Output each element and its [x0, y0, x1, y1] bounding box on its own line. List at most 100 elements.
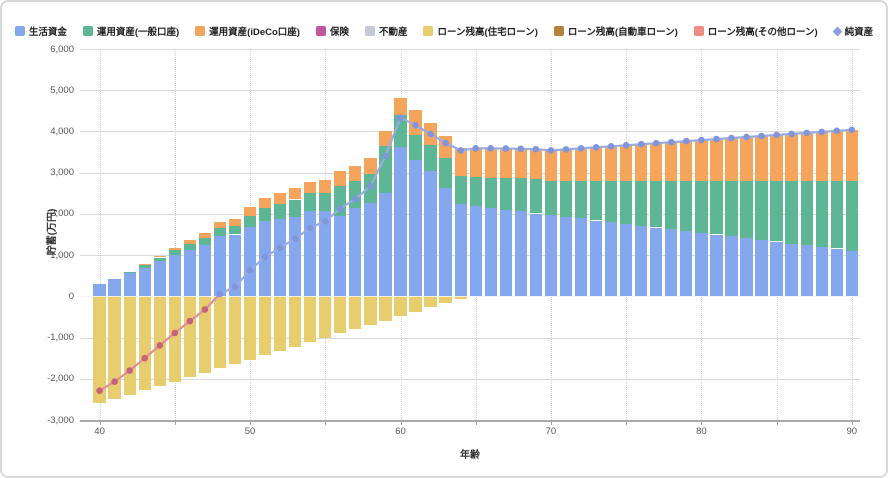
- bar-segment[interactable]: [454, 147, 467, 177]
- bar-segment[interactable]: [770, 180, 783, 242]
- bar-segment[interactable]: [529, 149, 543, 180]
- bar-segment[interactable]: [514, 148, 527, 179]
- bar-segment[interactable]: [183, 244, 197, 251]
- bar-segment[interactable]: [273, 296, 287, 352]
- bar-segment[interactable]: [258, 207, 272, 222]
- bar-segment[interactable]: [123, 296, 136, 395]
- bar-segment[interactable]: [725, 236, 738, 297]
- bar-segment[interactable]: [334, 215, 347, 297]
- bar-segment[interactable]: [680, 141, 693, 181]
- bar-segment[interactable]: [725, 138, 738, 181]
- legend-item[interactable]: ローン残高(その他ローン): [693, 24, 818, 38]
- bar-segment[interactable]: [665, 229, 678, 297]
- bar-segment[interactable]: [394, 296, 407, 317]
- bar-segment[interactable]: [529, 179, 543, 214]
- bar-segment[interactable]: [695, 140, 708, 181]
- bar-segment[interactable]: [484, 177, 497, 209]
- bar-segment[interactable]: [484, 208, 497, 297]
- bar-segment[interactable]: [680, 180, 693, 231]
- bar-segment[interactable]: [424, 122, 437, 145]
- bar-segment[interactable]: [138, 267, 151, 297]
- bar-segment[interactable]: [289, 296, 302, 347]
- bar-segment[interactable]: [108, 279, 121, 297]
- bar-segment[interactable]: [198, 232, 212, 238]
- bar-segment[interactable]: [574, 180, 588, 219]
- bar-segment[interactable]: [635, 144, 648, 181]
- bar-segment[interactable]: [258, 221, 272, 297]
- legend-item[interactable]: 不動産: [364, 24, 407, 38]
- bar-segment[interactable]: [439, 157, 452, 188]
- bar-segment[interactable]: [619, 180, 633, 224]
- bar-segment[interactable]: [469, 206, 482, 297]
- bar-segment[interactable]: [349, 208, 362, 297]
- bar-segment[interactable]: [845, 180, 858, 251]
- bar-segment[interactable]: [168, 247, 181, 251]
- bar-segment[interactable]: [710, 139, 723, 181]
- bar-segment[interactable]: [289, 188, 302, 200]
- bar-segment[interactable]: [183, 250, 197, 297]
- bar-segment[interactable]: [800, 245, 813, 297]
- bar-segment[interactable]: [409, 296, 422, 312]
- bar-segment[interactable]: [740, 180, 753, 239]
- bar-segment[interactable]: [650, 227, 663, 297]
- bar-segment[interactable]: [845, 129, 858, 181]
- bar-segment[interactable]: [334, 171, 347, 187]
- bar-segment[interactable]: [559, 180, 573, 217]
- bar-segment[interactable]: [499, 148, 512, 179]
- bar-segment[interactable]: [529, 213, 543, 297]
- bar-segment[interactable]: [439, 296, 452, 304]
- bar-segment[interactable]: [454, 176, 467, 205]
- bar-segment[interactable]: [319, 211, 332, 297]
- bar-segment[interactable]: [319, 179, 332, 193]
- bar-segment[interactable]: [183, 296, 197, 378]
- legend-item[interactable]: 運用資産(iDeCo口座): [195, 24, 300, 38]
- bar-segment[interactable]: [228, 296, 242, 365]
- bar-segment[interactable]: [469, 148, 482, 178]
- bar-segment[interactable]: [273, 204, 287, 220]
- bar-segment[interactable]: [785, 180, 798, 244]
- bar-segment[interactable]: [213, 235, 227, 297]
- bar-segment[interactable]: [349, 181, 362, 209]
- bar-segment[interactable]: [454, 296, 467, 299]
- bar-segment[interactable]: [289, 217, 302, 297]
- bar-segment[interactable]: [665, 180, 678, 230]
- bar-segment[interactable]: [439, 187, 452, 297]
- bar-segment[interactable]: [213, 221, 227, 228]
- bar-segment[interactable]: [93, 296, 106, 404]
- bar-segment[interactable]: [439, 136, 452, 158]
- bar-segment[interactable]: [243, 296, 257, 360]
- bar-segment[interactable]: [394, 114, 407, 148]
- bar-segment[interactable]: [770, 241, 783, 297]
- bar-segment[interactable]: [604, 222, 618, 297]
- bar-segment[interactable]: [168, 296, 181, 382]
- bar-segment[interactable]: [454, 204, 467, 297]
- bar-segment[interactable]: [123, 272, 136, 274]
- bar-segment[interactable]: [243, 227, 257, 297]
- bar-segment[interactable]: [619, 223, 633, 297]
- bar-segment[interactable]: [379, 146, 392, 193]
- bar-segment[interactable]: [695, 180, 708, 233]
- bar-segment[interactable]: [198, 244, 212, 297]
- bar-segment[interactable]: [544, 150, 558, 181]
- bar-segment[interactable]: [830, 180, 843, 249]
- bar-segment[interactable]: [198, 237, 212, 245]
- legend-item[interactable]: 生活資金: [14, 24, 67, 38]
- bar-segment[interactable]: [273, 219, 287, 297]
- bar-segment[interactable]: [635, 180, 648, 226]
- bar-segment[interactable]: [650, 180, 663, 228]
- legend-item[interactable]: 運用資産(一般口座): [82, 24, 179, 38]
- bar-segment[interactable]: [424, 171, 437, 297]
- bar-segment[interactable]: [108, 296, 121, 399]
- bar-segment[interactable]: [153, 261, 166, 297]
- bar-segment[interactable]: [740, 137, 753, 181]
- bar-segment[interactable]: [755, 239, 768, 297]
- bar-segment[interactable]: [334, 296, 347, 334]
- bar-segment[interactable]: [755, 180, 768, 240]
- bar-segment[interactable]: [770, 134, 783, 181]
- bar-segment[interactable]: [559, 149, 573, 181]
- bar-segment[interactable]: [394, 98, 407, 115]
- bar-segment[interactable]: [469, 177, 482, 207]
- bar-segment[interactable]: [138, 264, 151, 265]
- bar-segment[interactable]: [725, 180, 738, 237]
- bar-segment[interactable]: [319, 296, 332, 338]
